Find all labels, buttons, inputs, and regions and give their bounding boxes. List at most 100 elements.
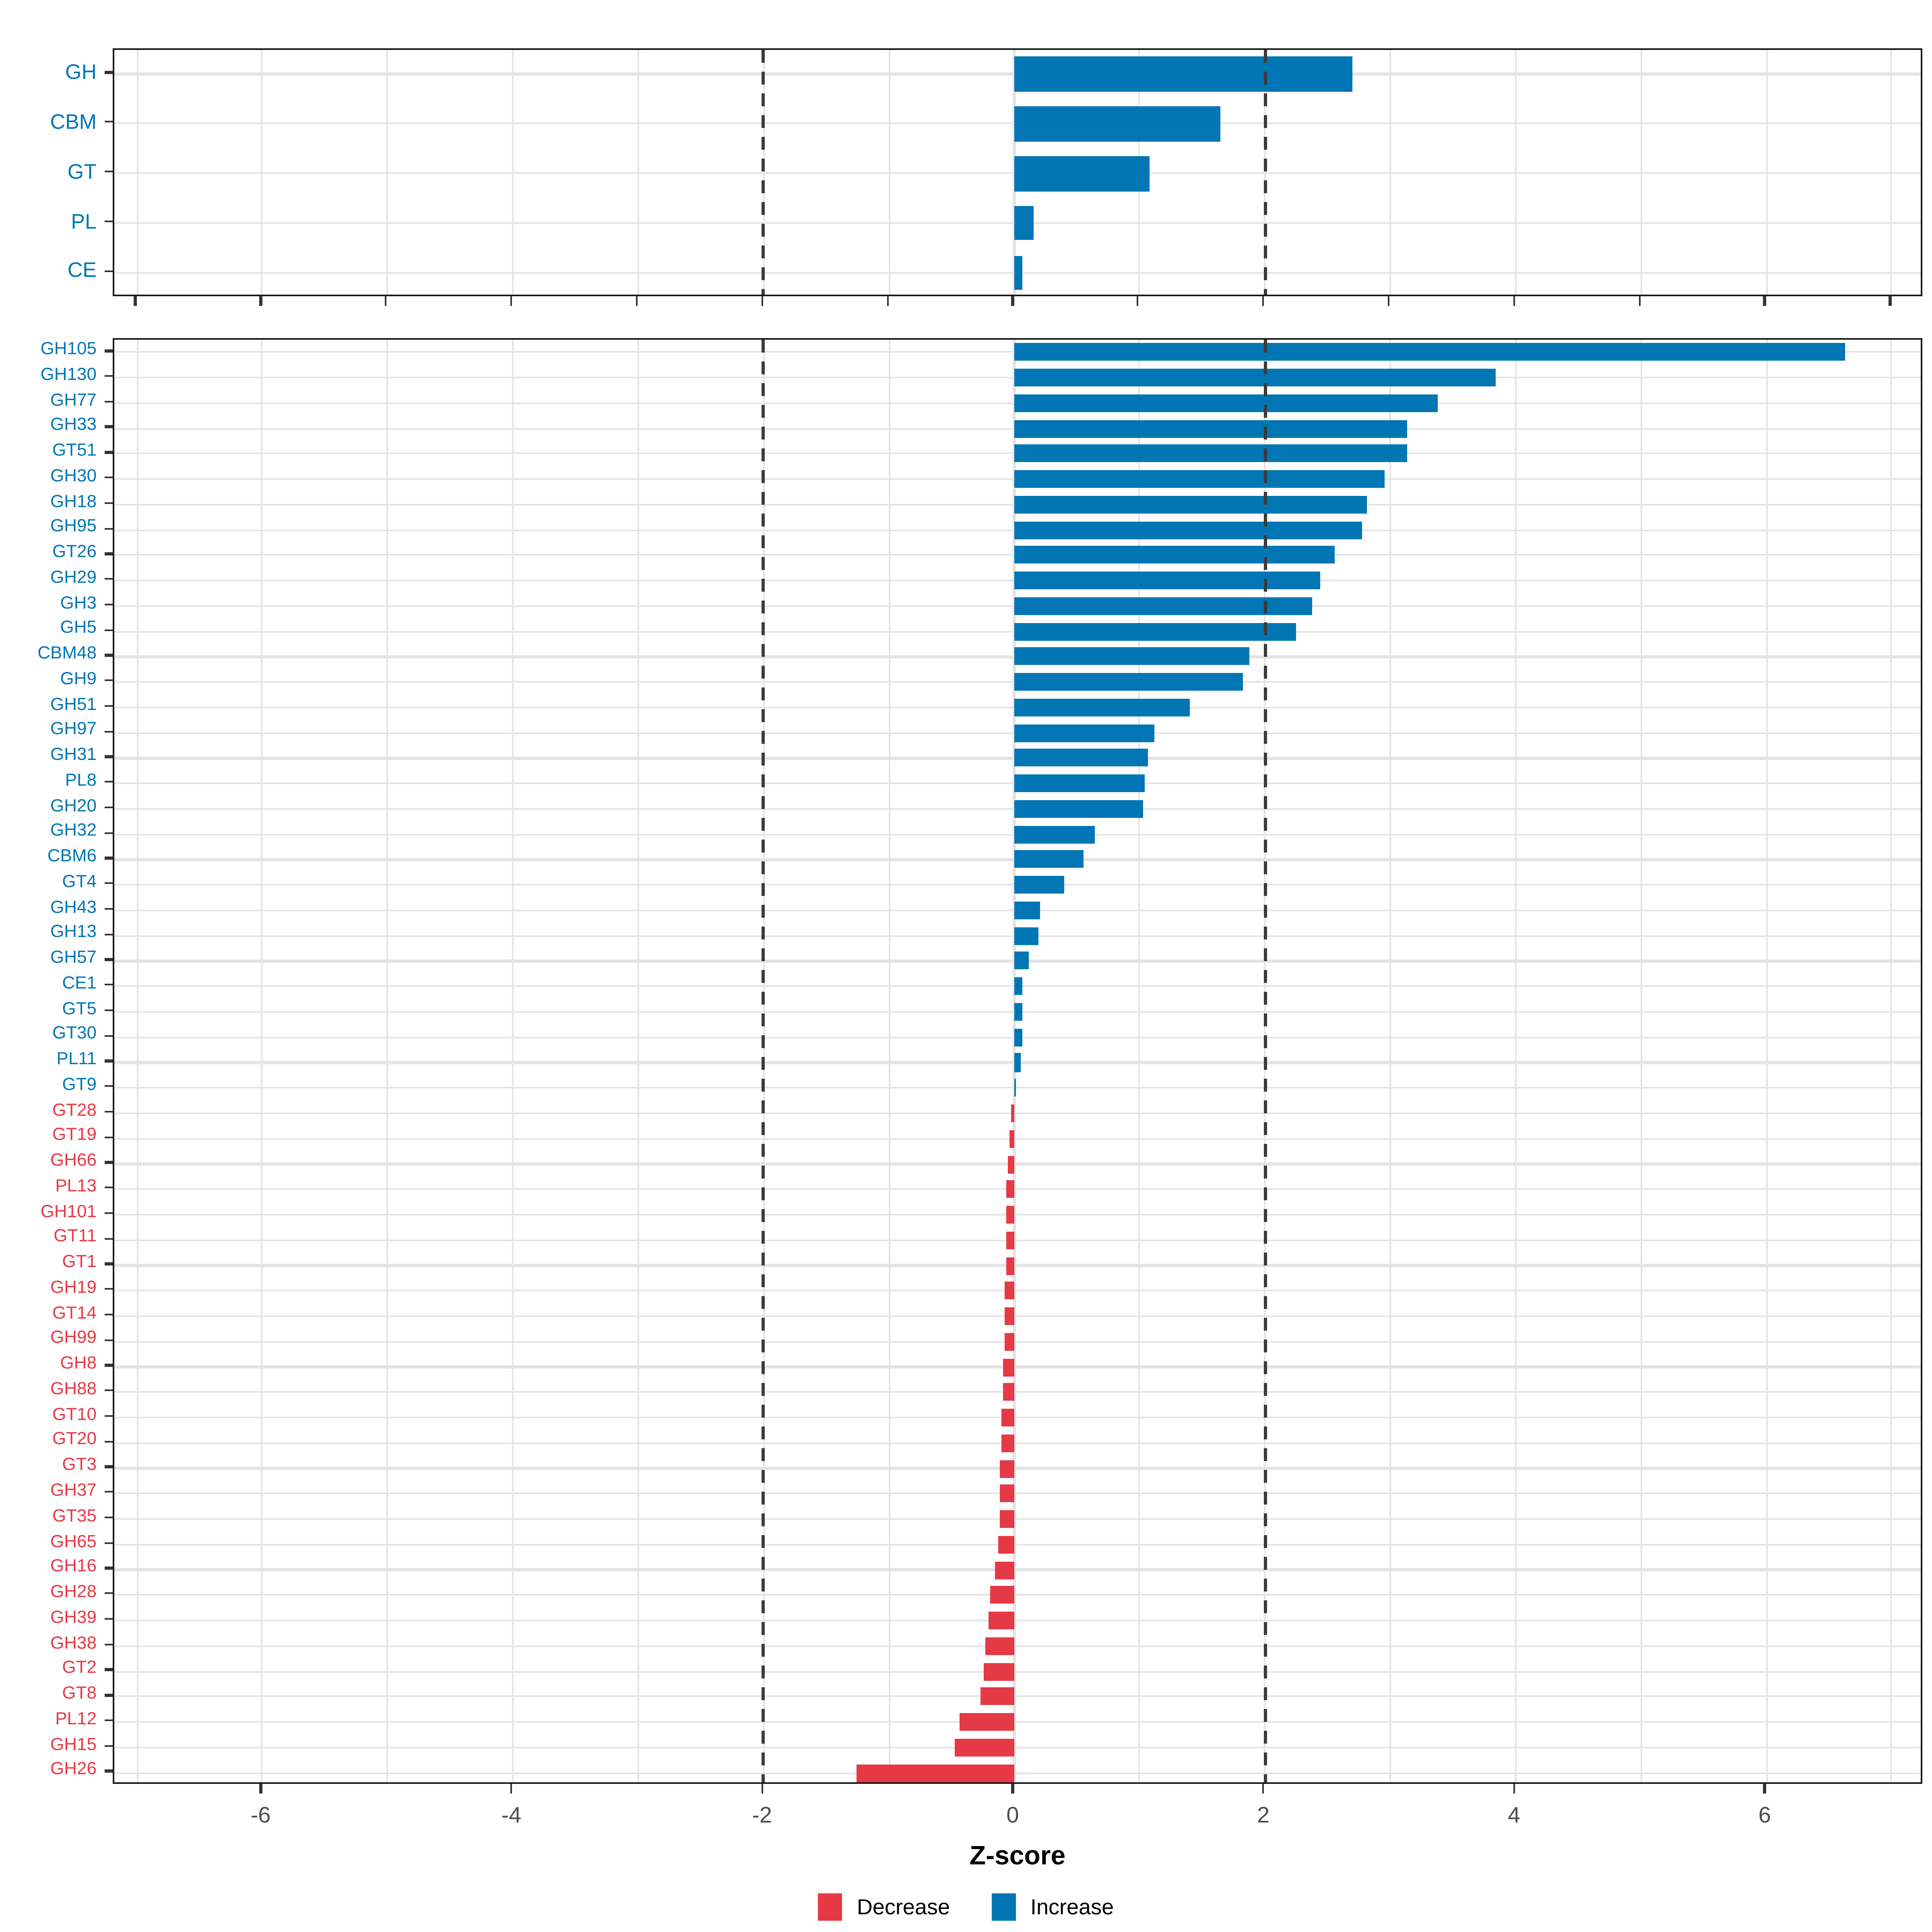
x-tick [1387,296,1390,305]
y-tick [104,629,113,631]
bar-GT28 [1011,1104,1014,1122]
category-label-GT3: GT3 [62,1456,97,1475]
bar-GT51 [1014,445,1407,463]
x-tick-label: 4 [1507,1802,1521,1827]
y-tick [104,1263,113,1265]
x-tick [1638,296,1641,305]
x-tick [260,296,262,305]
category-label-GH57: GH57 [50,948,97,968]
gridline-horizontal [114,1645,1921,1647]
bar-GH5 [1014,622,1296,640]
bar-GH13 [1014,927,1038,945]
category-label-GH28: GH28 [50,1583,97,1602]
y-tick [104,1009,113,1011]
gridline-horizontal [114,1746,1921,1748]
bar-GT3 [1000,1459,1014,1478]
category-label-PL12: PL12 [55,1709,97,1729]
bar-CBM6 [1014,850,1084,869]
y-tick [104,705,113,707]
x-tick-label: -4 [501,1802,522,1827]
y-tick [104,730,113,733]
legend-item-decrease: Decrease [818,1893,950,1921]
category-label-PL13: PL13 [55,1177,97,1196]
y-tick [104,578,113,580]
y-tick [104,1389,113,1392]
bar-GH57 [1014,952,1030,970]
bar-GH38 [985,1637,1014,1655]
category-label-GH32: GH32 [50,822,97,841]
y-tick [104,1542,113,1544]
gridline-vertical [1013,340,1016,1782]
x-tick [636,296,638,305]
bar-GT5 [1014,1003,1023,1021]
gridline-vertical [261,340,263,1782]
bar-GT [1014,156,1150,191]
x-tick [761,296,763,305]
gridline-vertical [1640,49,1642,295]
bar-PL11 [1014,1053,1022,1071]
gridline-horizontal [114,1087,1921,1089]
gridline-horizontal [114,1442,1921,1444]
y-tick [104,1592,113,1595]
y-tick [104,221,113,223]
category-label-GH51: GH51 [50,695,97,714]
gridline-horizontal [114,1214,1921,1216]
y-tick [104,1491,113,1493]
bar-GH31 [1014,749,1148,767]
y-tick [104,527,113,530]
category-label-GH26: GH26 [50,1760,97,1780]
y-tick [104,1288,113,1290]
category-label-GT10: GT10 [52,1405,97,1424]
y-tick [104,400,113,403]
gridline-vertical [1389,49,1391,295]
bar-CBM48 [1014,648,1250,666]
y-tick [104,1668,113,1671]
gridline-horizontal [114,1137,1921,1140]
category-label-GH37: GH37 [50,1481,97,1501]
category-label-GH8: GH8 [60,1354,97,1374]
bar-GH88 [1003,1383,1014,1402]
bar-GT20 [1001,1434,1014,1452]
x-tick-label: 2 [1257,1802,1270,1827]
gridline-horizontal [114,1696,1921,1698]
y-tick [104,654,113,656]
y-tick [104,1085,113,1088]
category-label-GT8: GT8 [62,1684,97,1704]
gridline-horizontal [114,1188,1921,1191]
category-label-GH39: GH39 [50,1608,97,1628]
bar-GH9 [1014,673,1243,691]
x-tick [260,1784,262,1793]
gridline-horizontal [114,1772,1921,1774]
bar-GH29 [1014,572,1320,590]
gridline-horizontal [114,1619,1921,1622]
y-tick [104,908,113,910]
category-label-CBM48: CBM48 [37,644,97,664]
bar-GH18 [1014,495,1366,514]
y-tick [104,1516,113,1519]
x-tick [1137,296,1139,305]
category-label-GT35: GT35 [52,1507,97,1526]
x-tick [1262,296,1265,305]
x-tick [134,296,136,305]
reference-line [762,49,765,295]
y-tick [104,502,113,504]
bar-GH65 [998,1536,1014,1554]
reference-line [762,340,765,1782]
bar-GT1 [1005,1257,1014,1275]
bar-GT14 [1005,1307,1014,1325]
category-label-GH95: GH95 [50,517,97,537]
y-tick [104,1060,113,1062]
y-tick [104,1719,113,1721]
gridline-vertical [1891,340,1893,1782]
y-tick [104,1643,113,1645]
bar-PL8 [1014,774,1145,793]
bar-GH26 [856,1764,1014,1782]
bar-GT10 [1001,1409,1014,1427]
gridline-vertical [386,49,389,295]
y-tick [104,781,113,783]
category-label-GT19: GT19 [52,1126,97,1146]
category-label-GH18: GH18 [50,492,97,512]
y-tick [104,958,113,961]
category-label-GH5: GH5 [60,619,97,638]
